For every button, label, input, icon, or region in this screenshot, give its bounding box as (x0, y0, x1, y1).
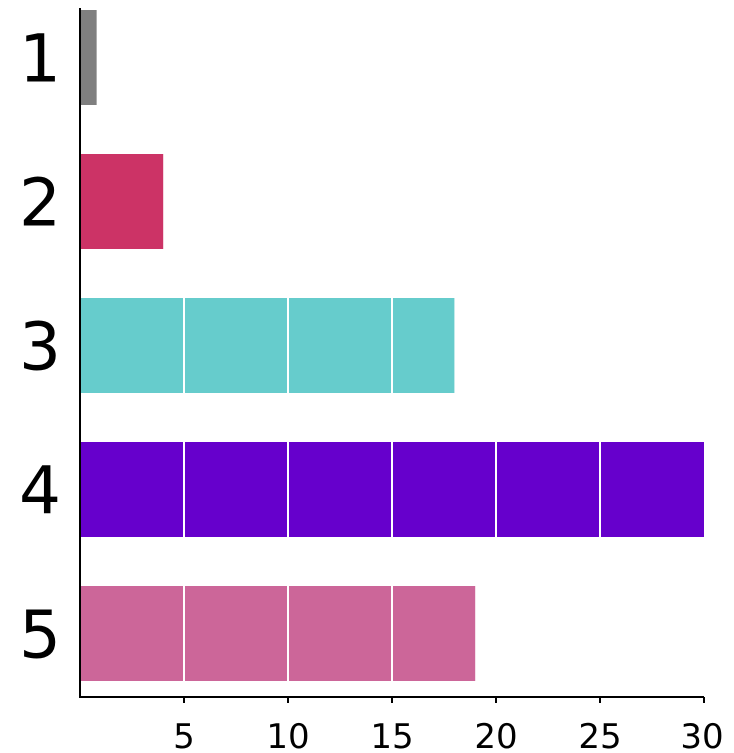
category-label: 3 (19, 309, 61, 386)
bar-3 (80, 298, 455, 393)
x-tick-label: 25 (578, 717, 621, 753)
x-ticks-group: 5 10 15 20 25 30 (173, 697, 724, 753)
x-tick-label: 10 (266, 717, 309, 753)
bar-2 (80, 154, 164, 249)
bar-1 (80, 10, 97, 105)
bar-dividers-group (183, 298, 601, 681)
bar-5 (80, 586, 476, 681)
x-tick-label: 5 (173, 717, 195, 753)
x-tick-label: 15 (370, 717, 413, 753)
category-labels-group: 1 2 3 4 5 (19, 21, 61, 674)
category-label: 4 (19, 453, 61, 530)
x-tick-label: 20 (474, 717, 517, 753)
category-label: 2 (19, 165, 61, 242)
x-tick-label: 30 (680, 717, 723, 753)
category-label: 5 (19, 597, 61, 674)
category-label: 1 (19, 21, 61, 98)
